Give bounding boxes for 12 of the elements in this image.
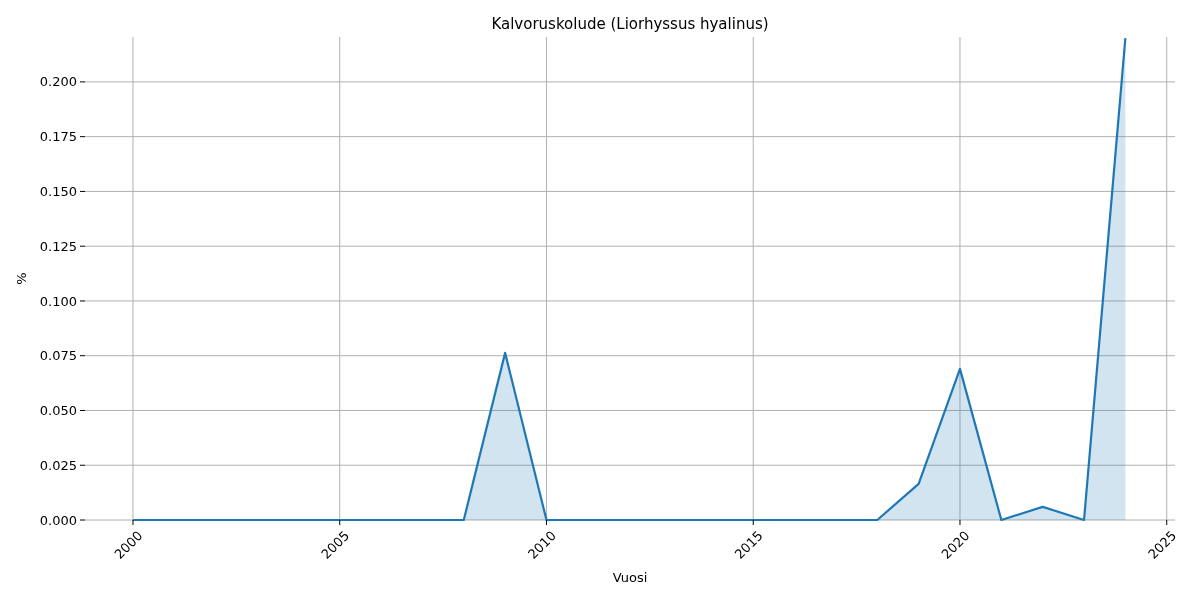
y-tick-label: 0.150 [39, 183, 77, 199]
y-tick-label: 0.100 [39, 293, 77, 309]
y-tick-label: 0.175 [39, 129, 77, 145]
x-axis-title: Vuosi [612, 570, 648, 585]
y-axis-title: % [14, 272, 29, 285]
y-tick-label: 0.000 [39, 512, 77, 528]
y-tick-label: 0.050 [39, 403, 77, 419]
y-tick-label: 0.075 [39, 348, 77, 364]
y-tick-label: 0.125 [39, 238, 77, 254]
y-tick-label: 0.200 [39, 74, 77, 90]
chart-title: Kalvoruskolude (Liorhyssus hyalinus) [491, 15, 769, 33]
y-tick-label: 0.025 [39, 457, 77, 473]
